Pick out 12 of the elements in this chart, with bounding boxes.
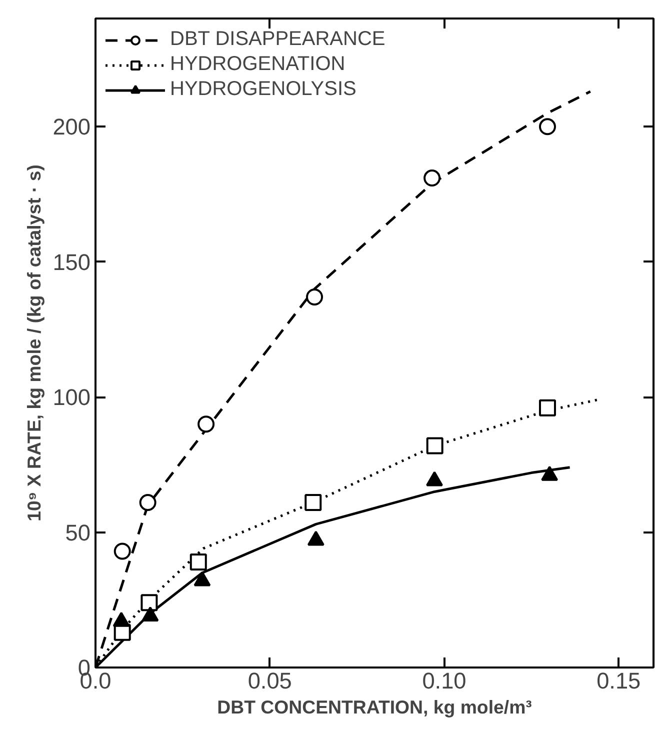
legend-label: HYDROGENOLYSIS — [170, 78, 356, 101]
y-axis-title: 10⁹ X RATE, kg mole / (kg of catalyst · s) — [24, 164, 45, 522]
legend-label: DBT DISAPPEARANCE — [170, 28, 386, 51]
x-tick-label: 0.15 — [596, 668, 641, 694]
y-tick-label: 100 — [52, 384, 91, 410]
y-tick-label: 200 — [52, 114, 91, 140]
x-tick-label: 0.10 — [422, 668, 466, 694]
x-tick-label: 0.05 — [248, 668, 292, 694]
x-axis-title: DBT CONCENTRATION, kg mole/m³ — [217, 696, 532, 718]
legend-label: HYDROGENATION — [170, 53, 346, 76]
y-tick-label: 50 — [65, 519, 90, 546]
y-tick-label: 150 — [52, 248, 91, 275]
